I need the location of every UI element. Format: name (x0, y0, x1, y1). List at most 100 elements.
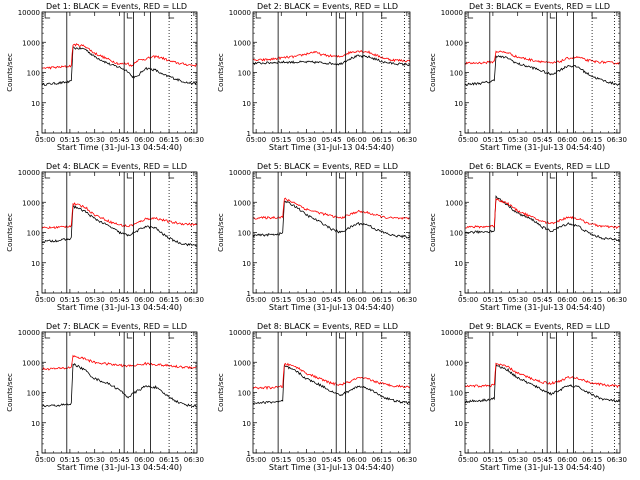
series-line-lld (252, 197, 411, 220)
y-tick-label: 1 (247, 130, 251, 138)
y-tick-label: 1 (36, 290, 40, 298)
x-tick-label: 05:15 (483, 136, 503, 144)
y-tick-label: 1 (459, 130, 463, 138)
chart-title: Det 9: BLACK = Events, RED = LLD (469, 322, 610, 331)
x-tick-label: 06:00 (134, 296, 154, 304)
interval-flag (381, 333, 387, 339)
y-axis-label: Counts/sec (429, 373, 437, 412)
plot-frame (252, 171, 411, 294)
x-tick-label: 06:15 (582, 456, 602, 464)
y-tick-label: 100 (238, 70, 251, 78)
x-tick-label: 06:30 (607, 296, 627, 304)
y-tick-label: 100 (238, 230, 251, 238)
x-tick-label: 06:00 (134, 456, 154, 464)
y-tick-label: 100 (27, 390, 40, 398)
interval-flag (168, 333, 175, 339)
interval-flag (467, 13, 474, 19)
series-line-events (252, 54, 411, 67)
series-line-events (464, 195, 620, 242)
x-tick-label: 06:30 (184, 296, 204, 304)
y-tick-label: 10 (31, 260, 40, 268)
y-tick-label: 1 (36, 450, 40, 458)
series-line-events (464, 362, 621, 404)
x-tick-label: 05:15 (483, 296, 503, 304)
series-line-events (252, 200, 411, 239)
y-axis-label: Counts/sec (6, 213, 14, 252)
series-line-lld (41, 202, 198, 230)
x-tick-label: 05:30 (296, 136, 316, 144)
y-tick-label: 1000 (22, 359, 40, 367)
x-axis-label: Start Time (31-Jul-13 04:54:40) (269, 303, 394, 312)
chart-panel-4: Det 4: BLACK = Events, RED = LLD 1 10 100 10… (6, 162, 204, 312)
interval-flag (591, 173, 598, 179)
x-tick-label: 06:30 (397, 296, 417, 304)
chart-panel-7: Det 7: BLACK = Events, RED = LLD 1 10 100 10… (6, 322, 204, 472)
chart-title: Det 3: BLACK = Events, RED = LLD (469, 2, 610, 11)
plot-frame (252, 11, 411, 134)
x-tick-label: 05:00 (246, 456, 266, 464)
x-tick-label: 05:00 (35, 136, 55, 144)
plot-frame (252, 331, 411, 454)
y-tick-label: 100 (450, 70, 463, 78)
interval-flag (255, 13, 262, 19)
interval-flag (44, 333, 51, 339)
interval-flag (44, 13, 51, 19)
series-line-lld (464, 198, 621, 230)
y-axis-label: Counts/sec (217, 373, 225, 412)
series-line-lld (464, 362, 621, 389)
y-tick-label: 100 (450, 390, 463, 398)
x-tick-label: 05:45 (321, 136, 341, 144)
y-tick-label: 100 (238, 390, 251, 398)
y-tick-label: 10 (454, 100, 463, 108)
interval-flag (381, 13, 387, 19)
interval-flag (126, 333, 133, 339)
interval-flag (549, 333, 556, 339)
x-tick-label: 05:45 (109, 136, 129, 144)
series-line-events (464, 54, 621, 86)
y-tick-label: 10000 (229, 329, 251, 337)
chart-title: Det 4: BLACK = Events, RED = LLD (46, 162, 187, 171)
y-tick-label: 10000 (229, 9, 251, 17)
x-tick-label: 06:00 (134, 136, 154, 144)
chart-panel-3: Det 3: BLACK = Events, RED = LLD 1 10 100 10… (429, 2, 627, 152)
y-tick-label: 10 (454, 260, 463, 268)
series-line-lld (252, 49, 411, 63)
y-tick-label: 10000 (18, 329, 40, 337)
x-axis-label: Start Time (31-Jul-13 04:54:40) (57, 463, 182, 472)
x-tick-label: 06:00 (557, 296, 577, 304)
x-tick-label: 05:45 (109, 296, 129, 304)
interval-flag (126, 13, 133, 19)
x-tick-label: 06:15 (372, 296, 392, 304)
y-axis-label: Counts/sec (6, 53, 14, 92)
chart-title: Det 1: BLACK = Events, RED = LLD (46, 2, 187, 11)
plot-frame (464, 331, 621, 454)
y-tick-label: 1000 (445, 359, 463, 367)
x-tick-label: 05:15 (271, 296, 291, 304)
chart-panel-8: Det 8: BLACK = Events, RED = LLD 1 10 100 10… (217, 322, 417, 472)
y-tick-label: 1000 (22, 39, 40, 47)
x-tick-label: 05:30 (508, 136, 528, 144)
interval-flag (255, 173, 262, 179)
y-tick-label: 1000 (445, 39, 463, 47)
x-tick-label: 05:00 (35, 296, 55, 304)
x-tick-label: 05:00 (35, 456, 55, 464)
x-tick-label: 05:00 (458, 136, 478, 144)
y-tick-label: 100 (27, 230, 40, 238)
interval-flag (339, 13, 345, 19)
interval-flag (339, 333, 345, 339)
plot-frame (41, 11, 198, 134)
y-tick-label: 10000 (229, 169, 251, 177)
x-tick-label: 05:15 (483, 456, 503, 464)
series-line-lld (252, 362, 411, 391)
chart-panel-5: Det 5: BLACK = Events, RED = LLD 1 10 100 10… (217, 162, 417, 312)
x-tick-label: 05:45 (321, 296, 341, 304)
y-tick-label: 10000 (18, 169, 40, 177)
x-tick-label: 05:00 (458, 456, 478, 464)
y-tick-label: 10000 (441, 329, 463, 337)
interval-flag (168, 13, 175, 19)
series-line-lld (41, 43, 198, 70)
y-tick-label: 10000 (441, 9, 463, 17)
y-tick-label: 1 (247, 290, 251, 298)
x-tick-label: 05:30 (296, 296, 316, 304)
